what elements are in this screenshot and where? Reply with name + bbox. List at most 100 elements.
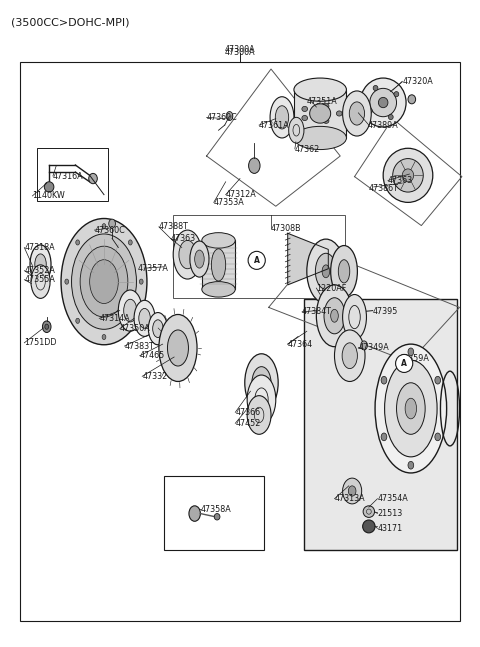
Text: 47312A: 47312A [226,190,256,199]
Ellipse shape [134,300,155,336]
Ellipse shape [315,253,336,289]
Ellipse shape [214,514,220,520]
Ellipse shape [361,341,367,350]
Ellipse shape [162,325,180,354]
Bar [202,241,235,289]
Ellipse shape [408,461,414,469]
Ellipse shape [190,241,209,277]
Text: 43171: 43171 [377,524,403,533]
Text: 47353A: 47353A [214,198,244,207]
Ellipse shape [336,111,342,116]
Text: 47363: 47363 [171,234,196,243]
Text: 47359A: 47359A [398,355,429,364]
Text: 21513: 21513 [377,509,403,518]
Ellipse shape [348,486,356,496]
Ellipse shape [388,115,393,120]
Text: A: A [401,359,407,368]
Text: 47308B: 47308B [271,224,301,233]
Ellipse shape [363,520,375,533]
Ellipse shape [109,219,116,228]
Text: 47357A: 47357A [137,264,168,273]
Text: 1751DD: 1751DD [24,338,57,347]
Ellipse shape [249,158,260,173]
Ellipse shape [65,279,69,284]
Ellipse shape [375,344,446,473]
Text: 47362: 47362 [295,145,320,154]
Ellipse shape [76,240,80,245]
Ellipse shape [360,78,406,127]
Ellipse shape [159,314,197,382]
Ellipse shape [195,250,204,268]
Bar [173,215,345,298]
Text: 47452: 47452 [235,419,261,428]
Ellipse shape [393,159,423,192]
Text: 47363: 47363 [388,176,413,185]
Ellipse shape [189,506,200,521]
Text: 47388T: 47388T [159,223,189,232]
Ellipse shape [252,367,271,399]
Text: 47351A: 47351A [307,97,337,105]
Ellipse shape [408,95,416,104]
Ellipse shape [179,241,196,269]
Text: 47360C: 47360C [206,113,237,122]
Ellipse shape [118,290,142,331]
Ellipse shape [384,360,437,457]
Text: A: A [254,256,260,265]
Ellipse shape [44,182,54,192]
Text: 47318A: 47318A [24,243,55,252]
Ellipse shape [89,173,97,184]
Ellipse shape [90,259,118,303]
Ellipse shape [323,118,329,124]
Text: 47395: 47395 [372,307,398,316]
Ellipse shape [76,318,80,324]
Ellipse shape [302,106,308,111]
Ellipse shape [270,97,294,138]
Text: 47355A: 47355A [24,275,55,284]
Text: 47389A: 47389A [368,120,399,129]
Ellipse shape [316,285,353,347]
Text: 47354A: 47354A [377,494,408,503]
Ellipse shape [322,265,330,278]
Ellipse shape [139,309,150,328]
Text: 47300A: 47300A [225,45,255,54]
Text: 47320A: 47320A [402,78,433,87]
Text: 47300A: 47300A [225,49,255,58]
Text: 47358A: 47358A [201,505,232,514]
Ellipse shape [180,344,188,358]
Ellipse shape [35,254,46,274]
Bar [37,148,108,201]
Bar [164,476,264,550]
Ellipse shape [405,399,417,419]
Ellipse shape [343,91,371,136]
Ellipse shape [102,224,106,229]
Ellipse shape [139,279,143,284]
Ellipse shape [335,330,365,382]
Ellipse shape [331,309,338,322]
Ellipse shape [307,239,345,303]
Ellipse shape [373,85,378,91]
Ellipse shape [61,219,147,345]
Ellipse shape [378,98,388,107]
Ellipse shape [331,246,358,297]
Ellipse shape [276,105,288,129]
Ellipse shape [168,330,189,366]
Ellipse shape [153,320,163,338]
Ellipse shape [310,104,331,123]
Ellipse shape [383,148,433,203]
Ellipse shape [202,233,235,248]
Text: 47386T: 47386T [369,184,399,193]
Ellipse shape [302,115,308,120]
Ellipse shape [211,248,226,281]
Ellipse shape [248,251,265,269]
Ellipse shape [294,78,347,101]
Ellipse shape [435,377,441,384]
Ellipse shape [349,102,364,125]
Ellipse shape [324,298,345,334]
Ellipse shape [396,383,425,434]
Text: 47361A: 47361A [259,120,290,129]
Ellipse shape [294,126,347,149]
Text: 47350A: 47350A [120,324,151,333]
Text: 47349A: 47349A [359,344,389,353]
Text: 47313A: 47313A [335,494,365,503]
Ellipse shape [247,375,276,424]
